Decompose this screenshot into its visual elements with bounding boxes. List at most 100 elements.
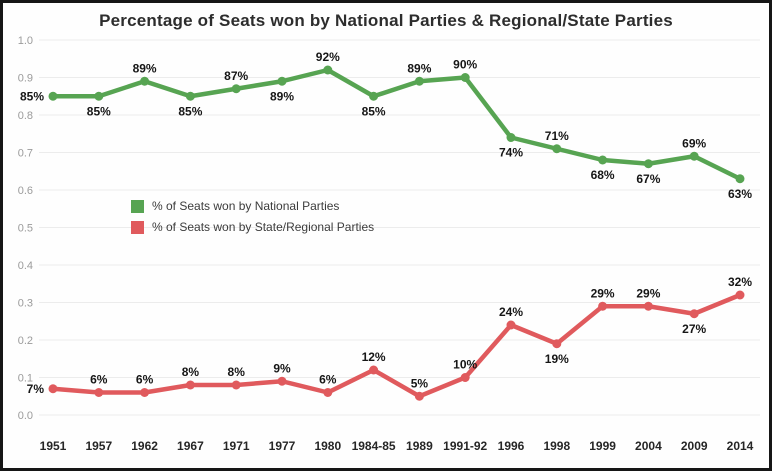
data-label: 19%	[545, 352, 569, 366]
y-tick-label: 0.4	[18, 260, 33, 272]
data-point[interactable]	[689, 151, 699, 161]
y-tick-label: 0.3	[18, 298, 33, 310]
data-label: 6%	[136, 373, 154, 387]
x-tick-label: 1967	[177, 439, 204, 453]
data-label: 24%	[499, 305, 523, 319]
data-point[interactable]	[598, 301, 608, 311]
legend-item-national: % of Seats won by National Parties	[131, 199, 374, 213]
y-tick-label: 0.6	[18, 185, 33, 197]
data-label: 85%	[362, 104, 386, 118]
data-point[interactable]	[643, 301, 653, 311]
data-point[interactable]	[48, 91, 58, 101]
data-point[interactable]	[277, 376, 287, 386]
data-label: 12%	[362, 350, 386, 364]
x-tick-label: 1984-85	[352, 439, 396, 453]
data-label: 5%	[411, 376, 429, 390]
data-label: 69%	[682, 136, 706, 150]
y-tick-label: 0.1	[18, 373, 33, 385]
y-tick-label: 0.5	[18, 223, 33, 235]
data-point[interactable]	[552, 339, 562, 349]
x-tick-label: 1980	[314, 439, 341, 453]
x-tick-label: 1951	[40, 439, 67, 453]
x-tick-label: 1996	[498, 439, 525, 453]
y-tick-label: 0.2	[18, 335, 33, 347]
data-point[interactable]	[323, 65, 333, 75]
data-label: 29%	[636, 286, 660, 300]
chart-legend: % of Seats won by National Parties % of …	[131, 199, 374, 234]
x-tick-label: 1977	[269, 439, 296, 453]
x-tick-label: 1962	[131, 439, 158, 453]
line-chart-canvas: 0.0 0.1 0.2 0.3 0.4 0.5 0.6 0.7 0.8 0.9 1.0 1951 195…	[18, 35, 760, 453]
data-label: 10%	[453, 358, 477, 372]
data-point[interactable]	[552, 144, 562, 154]
data-point[interactable]	[598, 155, 608, 165]
data-point[interactable]	[735, 174, 745, 184]
chart-title: Percentage of Seats won by National Part…	[99, 11, 673, 30]
data-label: 89%	[270, 89, 294, 103]
data-point[interactable]	[140, 76, 150, 86]
data-label: 87%	[224, 69, 248, 83]
y-tick-label: 0.9	[18, 73, 33, 85]
data-label: 27%	[682, 322, 706, 336]
data-point[interactable]	[231, 380, 241, 390]
data-label: 85%	[20, 89, 44, 103]
data-point[interactable]	[94, 91, 104, 101]
data-point[interactable]	[185, 91, 195, 101]
x-tick-label: 1989	[406, 439, 433, 453]
y-tick-label: 0.8	[18, 110, 33, 122]
data-label: 7%	[27, 382, 45, 396]
series-line-0	[50, 67, 743, 181]
data-point[interactable]	[460, 373, 470, 382]
y-tick-label: 0.0	[18, 410, 33, 422]
data-point[interactable]	[48, 384, 58, 394]
legend-swatch-regional-icon	[131, 220, 144, 234]
data-label: 71%	[545, 129, 569, 143]
data-label: 74%	[499, 146, 523, 160]
data-label: 32%	[728, 275, 752, 289]
x-tick-label: 2004	[635, 439, 662, 453]
data-label: 8%	[228, 365, 246, 379]
data-label: 85%	[178, 104, 202, 118]
x-tick-label: 1991-92	[443, 439, 487, 453]
data-point[interactable]	[414, 76, 424, 86]
data-label: 6%	[90, 373, 108, 387]
data-point[interactable]	[643, 159, 653, 169]
data-point[interactable]	[460, 73, 470, 82]
x-tick-label: 2009	[681, 439, 708, 453]
data-point[interactable]	[369, 365, 379, 375]
series-line-1	[50, 292, 743, 399]
data-label: 63%	[728, 187, 752, 201]
data-label: 9%	[273, 361, 291, 375]
data-point[interactable]	[231, 84, 241, 94]
data-point[interactable]	[185, 380, 195, 390]
data-label: 89%	[407, 61, 431, 75]
x-tick-label: 1971	[223, 439, 250, 453]
data-label: 92%	[316, 50, 340, 64]
data-point[interactable]	[414, 391, 424, 401]
data-point[interactable]	[277, 76, 287, 86]
data-label: 89%	[133, 61, 157, 75]
data-point[interactable]	[689, 309, 699, 319]
legend-item-regional: % of Seats won by State/Regional Parties	[131, 220, 374, 234]
x-tick-label: 1998	[543, 439, 570, 453]
legend-label-national: % of Seats won by National Parties	[152, 199, 340, 213]
data-label: 90%	[453, 58, 477, 72]
data-point[interactable]	[140, 388, 150, 397]
data-label: 29%	[591, 286, 615, 300]
data-label: 8%	[182, 365, 200, 379]
y-tick-label: 1.0	[18, 35, 33, 47]
data-label: 6%	[319, 373, 337, 387]
x-tick-label: 1999	[589, 439, 616, 453]
x-tick-label: 2014	[727, 439, 754, 453]
legend-swatch-national-icon	[131, 199, 144, 213]
data-point[interactable]	[323, 388, 333, 397]
data-point[interactable]	[94, 388, 104, 397]
data-label: 68%	[591, 168, 615, 182]
data-label: 85%	[87, 104, 111, 118]
data-point[interactable]	[369, 91, 379, 101]
data-point[interactable]	[735, 290, 745, 300]
y-tick-label: 0.7	[18, 148, 33, 160]
data-point[interactable]	[506, 320, 516, 330]
data-point[interactable]	[506, 133, 516, 142]
